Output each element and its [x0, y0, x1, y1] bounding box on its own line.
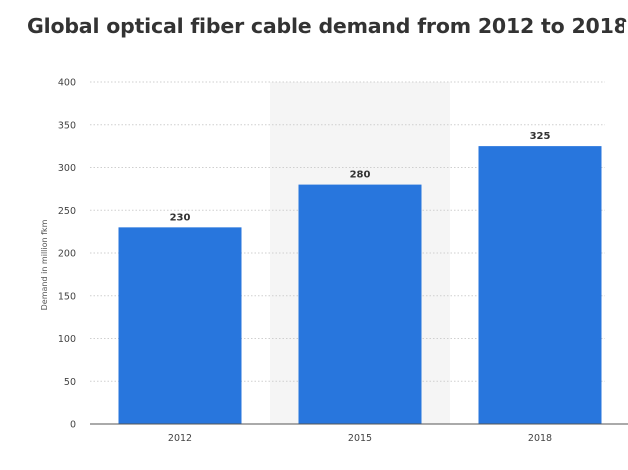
data-label-2015: 280 [350, 170, 371, 181]
y-tick-label-150: 150 [58, 291, 76, 302]
bars [118, 146, 602, 424]
data-label-2012: 230 [170, 212, 191, 223]
y-tick-label-300: 300 [58, 163, 76, 174]
y-axis-ticks: 0 50 100 150 200 250 300 350 400 [58, 78, 76, 431]
y-tick-label-50: 50 [64, 377, 76, 388]
bar-2012 [118, 227, 242, 424]
y-tick-label-100: 100 [58, 334, 76, 345]
x-tick-label-2012: 2012 [168, 433, 192, 444]
chart-title: Global optical fiber cable demand from 2… [27, 14, 628, 38]
bar-2018 [478, 146, 602, 424]
y-axis-title: Demand in million fkm [40, 219, 49, 310]
bar-data-labels: 230 280 325 [170, 131, 551, 223]
y-tick-label-250: 250 [58, 206, 76, 217]
bar-2015 [298, 184, 422, 424]
x-axis-ticks: 2012 2015 2018 [168, 433, 552, 444]
y-tick-label-400: 400 [58, 78, 76, 89]
y-tick-label-200: 200 [58, 249, 76, 260]
y-tick-label-0: 0 [70, 420, 76, 431]
title-clip [624, 22, 628, 38]
data-label-2018: 325 [530, 131, 551, 142]
y-tick-label-350: 350 [58, 120, 76, 131]
x-tick-label-2015: 2015 [348, 433, 372, 444]
x-tick-label-2018: 2018 [528, 433, 552, 444]
